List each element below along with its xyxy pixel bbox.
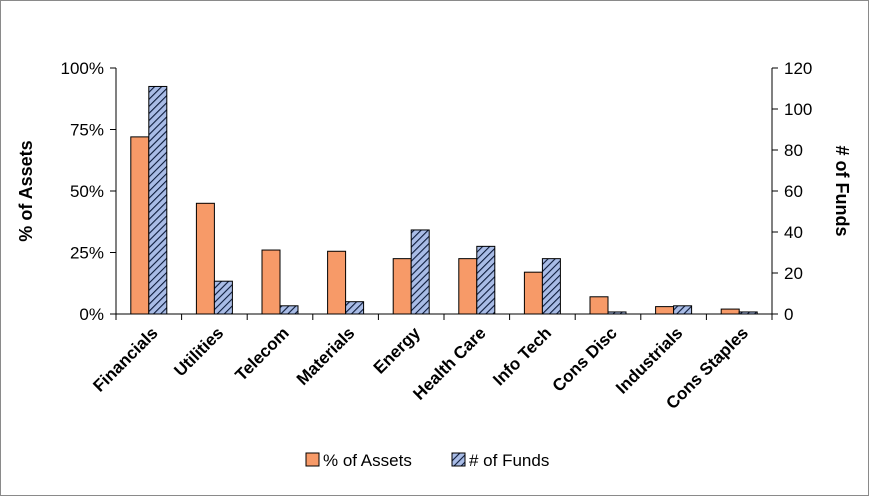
category-label-info-tech: Info Tech [489, 323, 555, 389]
right-tick-label: 0 [784, 305, 793, 324]
bar-funds-materials [345, 301, 365, 315]
right-tick-label: 60 [784, 182, 803, 201]
legend-swatch-funds [451, 452, 466, 467]
bar-assets-telecom [261, 249, 281, 315]
bar-assets-materials [327, 250, 347, 315]
right-tick-label: 100 [784, 100, 812, 119]
left-tick-label: 100% [61, 59, 104, 78]
category-label-utilities: Utilities [170, 323, 227, 380]
legend-swatch-assets [305, 452, 320, 467]
bar-funds-energy [410, 229, 430, 315]
category-label-telecom: Telecom [232, 323, 293, 384]
bar-funds-utilities [213, 280, 233, 315]
right-tick-label: 40 [784, 223, 803, 242]
left-tick-label: 50% [70, 182, 104, 201]
legend-label-assets: % of Assets [323, 451, 412, 470]
bar-assets-cons-disc [589, 296, 609, 315]
right-axis-title: # of Funds [832, 146, 852, 237]
bar-funds-financials [148, 85, 168, 315]
left-tick-label: 25% [70, 244, 104, 263]
bar-assets-industrials [655, 306, 675, 315]
left-tick-label: 75% [70, 121, 104, 140]
legend-label-funds: # of Funds [469, 451, 549, 470]
bars-layer [130, 85, 758, 315]
category-label-cons-disc: Cons Disc [549, 323, 621, 395]
bar-assets-info-tech [523, 271, 543, 315]
bar-assets-energy [392, 258, 412, 315]
left-axis-title: % of Assets [16, 140, 36, 241]
axes-layer [110, 67, 778, 320]
labels-layer: 0% 25% 50% 75% 100% 0 20 40 60 80 100 120 Financials… [61, 59, 813, 413]
left-tick-label: 0% [79, 305, 104, 324]
right-tick-label: 20 [784, 264, 803, 283]
right-tick-label: 80 [784, 141, 803, 160]
category-label-financials: Financials [89, 323, 161, 395]
bar-funds-telecom [279, 305, 299, 315]
legend: % of Assets # of Funds [305, 451, 549, 470]
bar-assets-cons-staples [720, 308, 740, 315]
bar-funds-industrials [673, 305, 693, 315]
bar-funds-info-tech [541, 258, 561, 315]
bar-assets-health-care [458, 258, 478, 315]
category-label-materials: Materials [293, 323, 359, 389]
bar-assets-financials [130, 136, 150, 315]
category-label-energy: Energy [370, 323, 425, 378]
bar-assets-utilities [195, 202, 215, 315]
right-tick-label: 120 [784, 59, 812, 78]
bar-funds-health-care [476, 245, 496, 315]
